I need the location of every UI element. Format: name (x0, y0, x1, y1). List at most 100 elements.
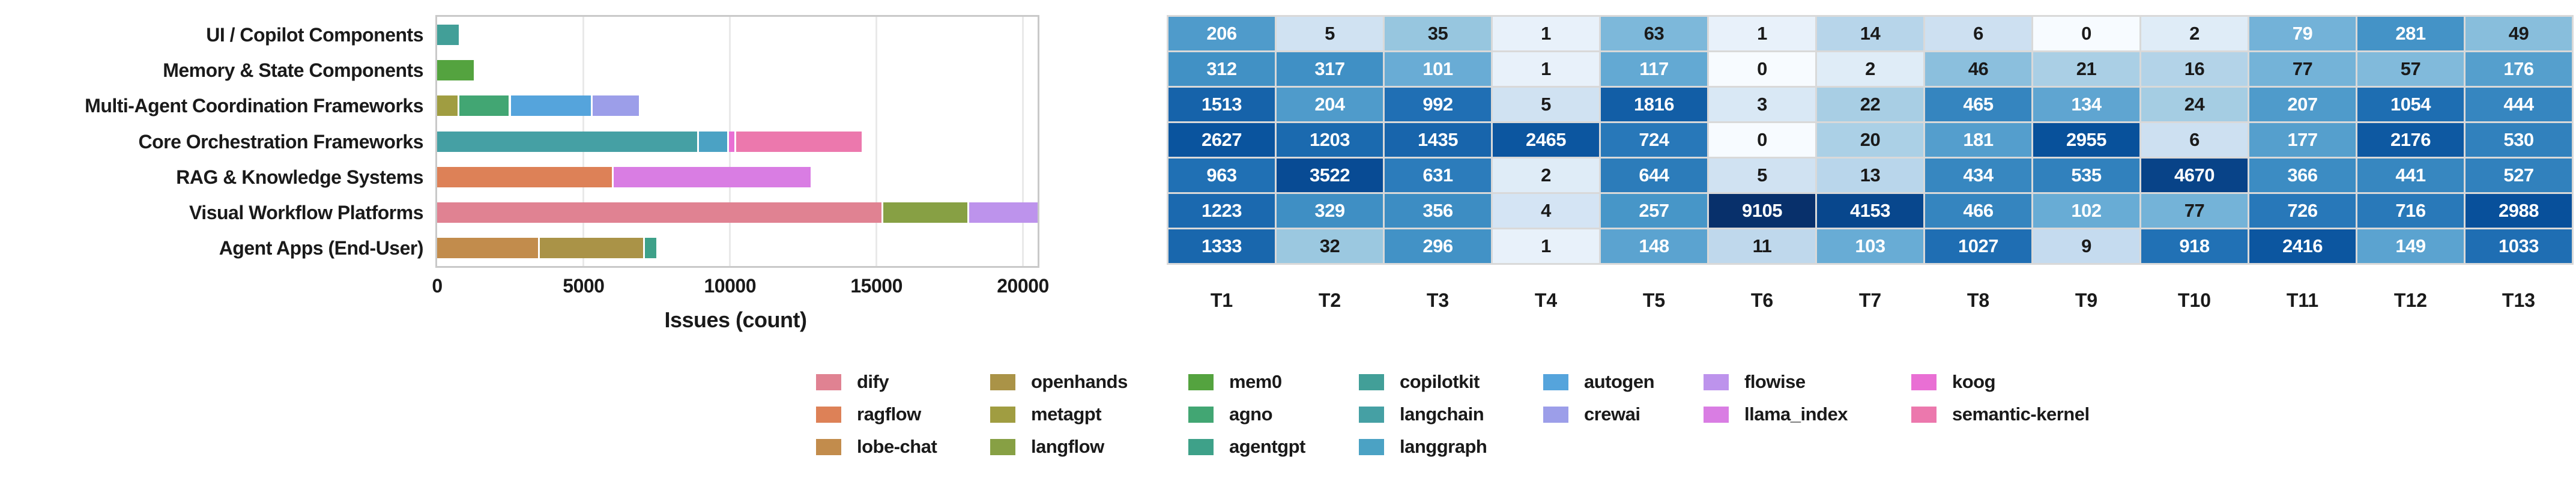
heatmap-cell: 1816 (1601, 88, 1707, 121)
bar-segment-autogen (509, 95, 591, 116)
heatmap-cell: 2416 (2249, 229, 2356, 263)
legend-item-agno: agno (1188, 404, 1273, 425)
heatmap-cell: 14 (1817, 17, 1923, 50)
heatmap-cell: 11 (1709, 229, 1815, 263)
heatmap-cell: 102 (2033, 194, 2139, 228)
legend-label: agentgpt (1229, 436, 1305, 457)
heatmap-cell: 9 (2033, 229, 2139, 263)
heatmap-cell: 5 (1277, 17, 1383, 50)
x-tick-label-5000: 5000 (563, 275, 605, 297)
legend-swatch-llama_index (1704, 406, 1729, 423)
heatmap-cell: 21 (2033, 52, 2139, 86)
heatmap-cell: 441 (2357, 159, 2464, 192)
heatmap-cell: 2 (1493, 159, 1599, 192)
legend-swatch-dify (816, 374, 841, 390)
heatmap-cell: 77 (2249, 52, 2356, 86)
legend-label: autogen (1584, 371, 1655, 392)
legend-label: llama_index (1744, 404, 1848, 425)
heatmap-cell: 2988 (2466, 194, 2572, 228)
bar-segment-flowise (967, 202, 1038, 223)
bar-row (437, 238, 1038, 259)
bar-row (437, 95, 1038, 116)
category-label: Core Orchestration Frameworks (138, 130, 423, 153)
heatmap-cell: 6 (2141, 123, 2248, 157)
legend-item-agentgpt: agentgpt (1188, 436, 1305, 458)
heatmap-cell: 2465 (1493, 123, 1599, 157)
heatmap-column-label-T7: T7 (1858, 289, 1882, 311)
bar-segment-dify (437, 202, 881, 223)
legend-label: mem0 (1229, 371, 1282, 392)
legend-swatch-metagpt (990, 406, 1015, 423)
heatmap-cell: 329 (1277, 194, 1383, 228)
heatmap-cell: 257 (1601, 194, 1707, 228)
legend-label: semantic-kernel (1952, 404, 2090, 425)
heatmap-cell: 79 (2249, 17, 2356, 50)
heatmap-cell: 5 (1709, 159, 1815, 192)
heatmap-cell: 1203 (1277, 123, 1383, 157)
heatmap-cell: 6 (1925, 17, 2031, 50)
heatmap-cell: 181 (1925, 123, 2031, 157)
heatmap-cell: 296 (1385, 229, 1491, 263)
heatmap-cell: 1 (1493, 17, 1599, 50)
x-tick-label-20000: 20000 (997, 275, 1049, 297)
heatmap-cell: 24 (2141, 88, 2248, 121)
heatmap-cell: 726 (2249, 194, 2356, 228)
heatmap-column-label-T13: T13 (2502, 289, 2536, 311)
bar-segment-lobe-chat (437, 238, 539, 259)
heatmap-column-label-T3: T3 (1426, 289, 1450, 311)
legend-item-semantic-kernel: semantic-kernel (1911, 404, 2090, 425)
category-label: Agent Apps (End-User) (219, 237, 424, 259)
heatmap-cell: 631 (1385, 159, 1491, 192)
legend-swatch-semantic-kernel (1911, 406, 1937, 423)
category-label: Memory & State Components (163, 59, 423, 81)
bar-segment-langchain (437, 131, 698, 152)
heatmap-cell: 366 (2249, 159, 2356, 192)
category-label: RAG & Knowledge Systems (176, 166, 423, 188)
heatmap-cell: 0 (1709, 52, 1815, 86)
legend-label: lobe-chat (857, 436, 937, 457)
bar-row (437, 166, 1038, 187)
legend-label: copilotkit (1400, 371, 1480, 392)
bar-segment-langflow (881, 202, 967, 223)
legend-swatch-openhands (990, 374, 1015, 390)
heatmap-cell: 77 (2141, 194, 2248, 228)
heatmap-cell: 1223 (1169, 194, 1275, 228)
heatmap-cell: 134 (2033, 88, 2139, 121)
heatmap-cell: 1 (1709, 17, 1815, 50)
heatmap-cell: 176 (2466, 52, 2572, 86)
legend-item-metagpt: metagpt (990, 404, 1102, 425)
legend-item-dify: dify (816, 371, 889, 393)
legend-item-openhands: openhands (990, 371, 1128, 393)
heatmap-column-label-T2: T2 (1318, 289, 1341, 311)
heatmap-cell: 1 (1493, 52, 1599, 86)
legend-item-flowise: flowise (1704, 371, 1806, 393)
heatmap-column-label-T12: T12 (2393, 289, 2428, 311)
heatmap-cell: 1033 (2466, 229, 2572, 263)
heatmap-cell: 3522 (1277, 159, 1383, 192)
heatmap-cell: 1435 (1385, 123, 1491, 157)
heatmap-cell: 465 (1925, 88, 2031, 121)
heatmap-cell: 0 (1709, 123, 1815, 157)
legend-swatch-agentgpt (1188, 438, 1214, 455)
bar-segment-llama_index (612, 166, 811, 187)
legend-label: ragflow (857, 404, 921, 425)
bar-segment-koog (727, 131, 734, 152)
heatmap-cell: 2627 (1169, 123, 1275, 157)
heatmap-cell: 1 (1493, 229, 1599, 263)
heatmap-cell: 716 (2357, 194, 2464, 228)
heatmap-cell: 3 (1709, 88, 1815, 121)
legend-swatch-langgraph (1359, 438, 1384, 455)
bar-row (437, 24, 1038, 45)
heatmap-column-label-T10: T10 (2177, 289, 2212, 311)
gridline-x-15000 (875, 17, 878, 266)
heatmap-cell: 103 (1817, 229, 1923, 263)
heatmap-cell: 13 (1817, 159, 1923, 192)
legend-label: metagpt (1031, 404, 1102, 425)
heatmap-cell: 724 (1601, 123, 1707, 157)
legend-item-koog: koog (1911, 371, 1996, 393)
heatmap-cell: 57 (2357, 52, 2464, 86)
legend-label: langflow (1031, 436, 1104, 457)
bar-segment-agentgpt (643, 238, 656, 259)
heatmap-cell: 2955 (2033, 123, 2139, 157)
